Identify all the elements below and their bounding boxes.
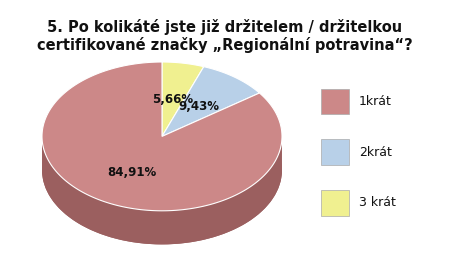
Ellipse shape bbox=[42, 96, 282, 244]
Text: 3 krát: 3 krát bbox=[359, 196, 396, 210]
Text: 9,43%: 9,43% bbox=[178, 100, 219, 113]
Polygon shape bbox=[162, 67, 260, 136]
FancyBboxPatch shape bbox=[321, 89, 349, 114]
Text: 2krát: 2krát bbox=[359, 145, 392, 159]
Text: 5. Po kolikáté jste již držitelem / držitelkou
certifikované značky „Regionální : 5. Po kolikáté jste již držitelem / drži… bbox=[37, 19, 413, 53]
Polygon shape bbox=[42, 137, 282, 244]
Polygon shape bbox=[42, 62, 282, 211]
Text: 1krát: 1krát bbox=[359, 95, 392, 108]
FancyBboxPatch shape bbox=[321, 190, 349, 216]
FancyBboxPatch shape bbox=[321, 139, 349, 165]
Text: 84,91%: 84,91% bbox=[107, 166, 157, 179]
Polygon shape bbox=[162, 62, 204, 136]
Text: 5,66%: 5,66% bbox=[152, 93, 193, 106]
